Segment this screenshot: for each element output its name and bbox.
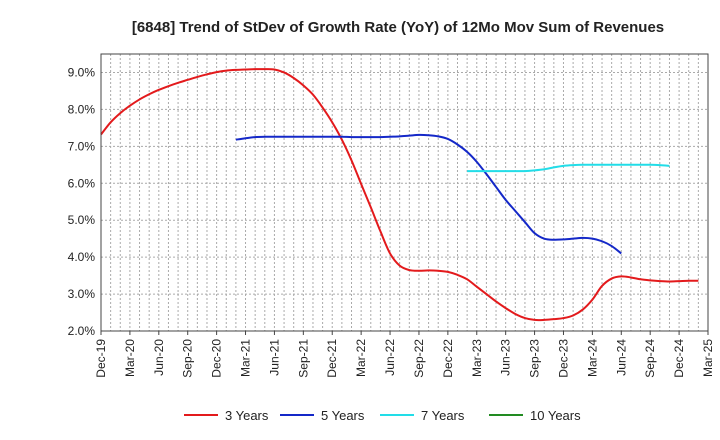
x-tick-label: Jun-20 [152,339,166,376]
y-tick-label: 5.0% [68,213,96,227]
x-tick-label: Jun-21 [267,339,281,376]
y-axis-ticks: 2.0% 3.0% 4.0% 5.0% 6.0% 7.0% 8.0% 9.0% [68,65,96,338]
x-tick-label: Dec-20 [210,339,224,378]
y-tick-label: 6.0% [68,176,96,190]
y-tick-label: 7.0% [68,139,96,153]
x-tick-label: Mar-23 [470,339,484,377]
legend-label-5-years: 5 Years [321,408,365,423]
y-tick-label: 9.0% [68,65,96,79]
x-tick-label: Mar-25 [701,339,715,377]
x-tick-label: Sep-24 [643,339,657,378]
x-tick-label: Sep-23 [528,339,542,378]
x-axis-ticks: Dec-19 Mar-20 Jun-20 Sep-20 Dec-20 Mar-21 Jun-… [94,331,715,378]
x-tick-label: Dec-24 [672,339,686,378]
grid-lines [101,54,708,332]
y-tick-label: 8.0% [68,102,96,116]
x-tick-label: Mar-20 [123,339,137,377]
legend: 3 Years 5 Years 7 Years 10 Years [184,408,581,423]
x-tick-label: Jun-22 [383,339,397,376]
x-tick-label: Dec-21 [325,339,339,378]
y-tick-label: 4.0% [68,250,96,264]
chart-title: [6848] Trend of StDev of Growth Rate (Yo… [132,19,664,36]
x-tick-label: Mar-22 [354,339,368,377]
legend-label-3-years: 3 Years [225,408,269,423]
x-tick-label: Mar-21 [239,339,253,377]
y-tick-label: 2.0% [68,324,96,338]
y-tick-label: 3.0% [68,287,96,301]
legend-label-10-years: 10 Years [530,408,581,423]
series-line-7-years [467,163,670,173]
x-tick-label: Dec-22 [441,339,455,378]
x-tick-label: Sep-20 [181,339,195,378]
x-tick-label: Mar-24 [585,339,599,377]
x-tick-label: Dec-23 [556,339,570,378]
x-tick-label: Sep-21 [296,339,310,378]
series-line-3-years [100,68,699,322]
x-tick-label: Jun-24 [614,339,628,376]
x-tick-label: Dec-19 [94,339,108,378]
legend-label-7-years: 7 Years [421,408,465,423]
series-line-5-years [235,133,622,255]
plot-area [101,54,708,331]
x-tick-label: Jun-23 [499,339,513,376]
series-layer [100,68,699,322]
plot-border [100,53,709,332]
x-tick-label: Sep-22 [412,339,426,378]
